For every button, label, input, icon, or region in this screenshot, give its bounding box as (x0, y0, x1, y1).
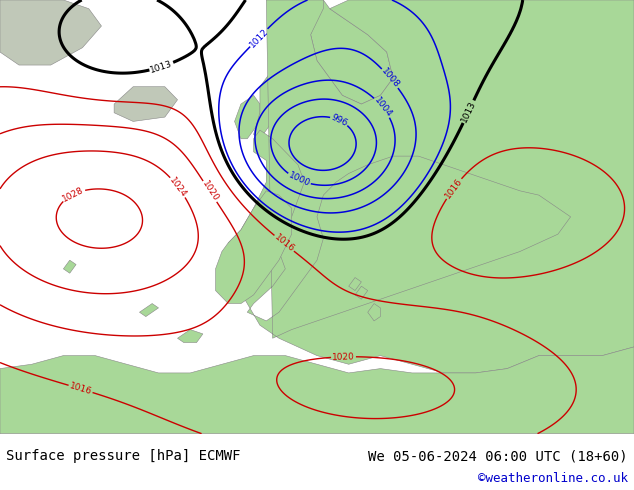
Text: 1028: 1028 (61, 185, 86, 203)
Text: 1008: 1008 (379, 67, 401, 90)
Text: 1013: 1013 (460, 99, 477, 124)
Text: 1012: 1012 (248, 26, 270, 49)
Polygon shape (63, 260, 76, 273)
Polygon shape (368, 304, 380, 321)
Text: 1016: 1016 (443, 176, 464, 200)
Text: 996: 996 (330, 113, 349, 128)
Polygon shape (311, 0, 393, 104)
Polygon shape (349, 277, 361, 291)
Text: 1020: 1020 (332, 352, 355, 362)
Text: 1004: 1004 (372, 96, 393, 119)
Text: 1013: 1013 (149, 59, 174, 74)
Polygon shape (228, 0, 634, 373)
Polygon shape (216, 191, 292, 304)
Polygon shape (114, 87, 178, 122)
Polygon shape (178, 330, 203, 343)
Polygon shape (235, 96, 260, 139)
Text: We 05-06-2024 06:00 UTC (18+60): We 05-06-2024 06:00 UTC (18+60) (368, 449, 628, 464)
Text: 1020: 1020 (200, 179, 220, 203)
Text: 1016: 1016 (273, 233, 296, 254)
Polygon shape (139, 304, 158, 317)
Text: 1016: 1016 (68, 381, 93, 396)
Polygon shape (254, 70, 292, 139)
Polygon shape (0, 347, 634, 434)
Polygon shape (323, 96, 336, 122)
Text: 1024: 1024 (167, 175, 188, 199)
Text: Surface pressure [hPa] ECMWF: Surface pressure [hPa] ECMWF (6, 449, 241, 464)
Polygon shape (0, 0, 101, 65)
Polygon shape (355, 286, 368, 299)
Text: 1000: 1000 (287, 171, 311, 189)
Text: ©weatheronline.co.uk: ©weatheronline.co.uk (477, 472, 628, 486)
